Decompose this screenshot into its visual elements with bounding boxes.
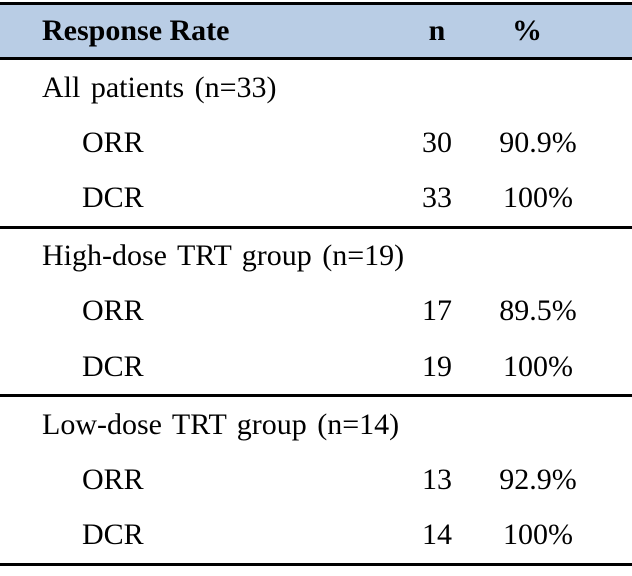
row-pct-value: 100% bbox=[503, 518, 573, 552]
table-row: ORR 17 89.5% bbox=[0, 284, 632, 339]
row-n-value: 33 bbox=[422, 180, 452, 214]
row-n-value: 19 bbox=[422, 349, 452, 383]
row-label: ORR bbox=[82, 125, 144, 159]
row-pct-value: 92.9% bbox=[499, 462, 577, 496]
row-label: ORR bbox=[82, 462, 144, 496]
row-pct-value: 100% bbox=[503, 180, 573, 214]
group-label-row: High-dose TRT group (n=19) bbox=[0, 229, 632, 284]
row-label: DCR bbox=[82, 518, 144, 552]
row-label: DCR bbox=[82, 180, 144, 214]
row-n-value: 13 bbox=[422, 462, 452, 496]
row-label: DCR bbox=[82, 349, 144, 383]
table-row: ORR 30 90.9% bbox=[0, 115, 632, 170]
group-label: Low-dose TRT group (n=14) bbox=[42, 407, 400, 441]
header-percent: % bbox=[512, 14, 542, 47]
row-n-value: 30 bbox=[422, 125, 452, 159]
row-label: ORR bbox=[82, 294, 144, 328]
section-low-dose: Low-dose TRT group (n=14) ORR 13 92.9% D… bbox=[0, 397, 632, 566]
table-header-row: Response Rate n % bbox=[0, 2, 632, 60]
table-row: DCR 33 100% bbox=[0, 170, 632, 225]
section-high-dose: High-dose TRT group (n=19) ORR 17 89.5% … bbox=[0, 229, 632, 398]
header-response-rate: Response Rate bbox=[42, 14, 230, 47]
row-n-value: 17 bbox=[422, 294, 452, 328]
row-pct-value: 100% bbox=[503, 349, 573, 383]
group-label: All patients (n=33) bbox=[42, 70, 277, 104]
group-label-row: All patients (n=33) bbox=[0, 60, 632, 115]
section-all-patients: All patients (n=33) ORR 30 90.9% DCR 33 … bbox=[0, 60, 632, 229]
header-n: n bbox=[428, 14, 446, 47]
row-n-value: 14 bbox=[422, 518, 452, 552]
table-row: DCR 14 100% bbox=[0, 508, 632, 563]
table-row: ORR 13 92.9% bbox=[0, 452, 632, 507]
group-label-row: Low-dose TRT group (n=14) bbox=[0, 397, 632, 452]
row-pct-value: 90.9% bbox=[499, 125, 577, 159]
group-label: High-dose TRT group (n=19) bbox=[42, 239, 405, 273]
table-row: DCR 19 100% bbox=[0, 339, 632, 394]
row-pct-value: 89.5% bbox=[499, 294, 577, 328]
